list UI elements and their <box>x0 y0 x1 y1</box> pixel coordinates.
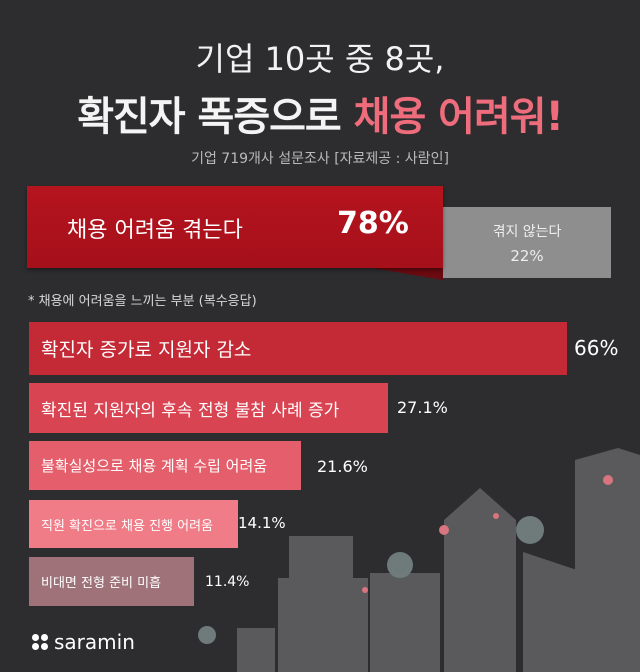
saramin-logo: saramin <box>32 630 135 654</box>
title-line-2: 확진자 폭증으로 채용 어려워! <box>0 84 640 142</box>
logo-text: saramin <box>54 630 135 654</box>
yes-label: 채용 어려움 겪는다 <box>67 218 243 243</box>
title-highlight: 채용 어려워! <box>353 94 564 140</box>
building <box>444 488 516 672</box>
building <box>575 448 640 672</box>
virus-icon <box>439 525 449 535</box>
dot <box>493 513 499 519</box>
title-main: 확진자 폭증으로 <box>77 94 354 140</box>
bar-value-label: 27.1% <box>397 398 448 417</box>
bar: 비대면 전형 준비 미흡 <box>29 557 194 606</box>
virus-icon <box>198 626 216 644</box>
dot <box>362 587 368 593</box>
building <box>289 536 353 672</box>
bar-label: 확진된 지원자의 후속 전형 불참 사례 증가 <box>41 400 340 421</box>
chart-note: * 채용에 어려움을 느끼는 부분 (복수응답) <box>28 294 257 309</box>
virus-icon <box>387 552 413 578</box>
no-value: 22% <box>510 247 544 265</box>
logo-dots-icon <box>32 634 48 650</box>
building <box>237 628 275 672</box>
bar-value-label: 66% <box>574 336 619 360</box>
bar-label: 직원 확진으로 채용 진행 어려움 <box>41 518 214 534</box>
banner-fold <box>373 268 443 280</box>
bar: 불확실성으로 채용 계획 수립 어려움 <box>29 441 301 490</box>
bar-label: 비대면 전형 준비 미흡 <box>41 576 162 591</box>
yes-banner: 채용 어려움 겪는다 78% <box>27 186 443 268</box>
bar-value-label: 11.4% <box>205 574 250 590</box>
building <box>370 573 440 672</box>
no-label: 겪지 않는다 <box>492 224 562 240</box>
bar-value-label: 21.6% <box>317 457 368 476</box>
bar: 확진된 지원자의 후속 전형 불참 사례 증가 <box>29 383 388 433</box>
virus-icon <box>603 475 613 485</box>
bar-label: 확진자 증가로 지원자 감소 <box>41 339 252 361</box>
building <box>523 552 583 672</box>
bar-label: 불확실성으로 채용 계획 수립 어려움 <box>41 457 268 475</box>
no-box: 겪지 않는다 22% <box>443 207 611 278</box>
virus-icon <box>516 516 544 544</box>
subtitle: 기업 719개사 설문조사 [자료제공 : 사람인] <box>191 151 449 167</box>
bar: 확진자 증가로 지원자 감소 <box>29 322 567 375</box>
yes-value: 78% <box>337 206 409 241</box>
title-line-1: 기업 10곳 중 8곳, <box>195 40 445 78</box>
bar: 직원 확진으로 채용 진행 어려움 <box>29 500 238 548</box>
bar-value-label: 14.1% <box>238 514 286 532</box>
